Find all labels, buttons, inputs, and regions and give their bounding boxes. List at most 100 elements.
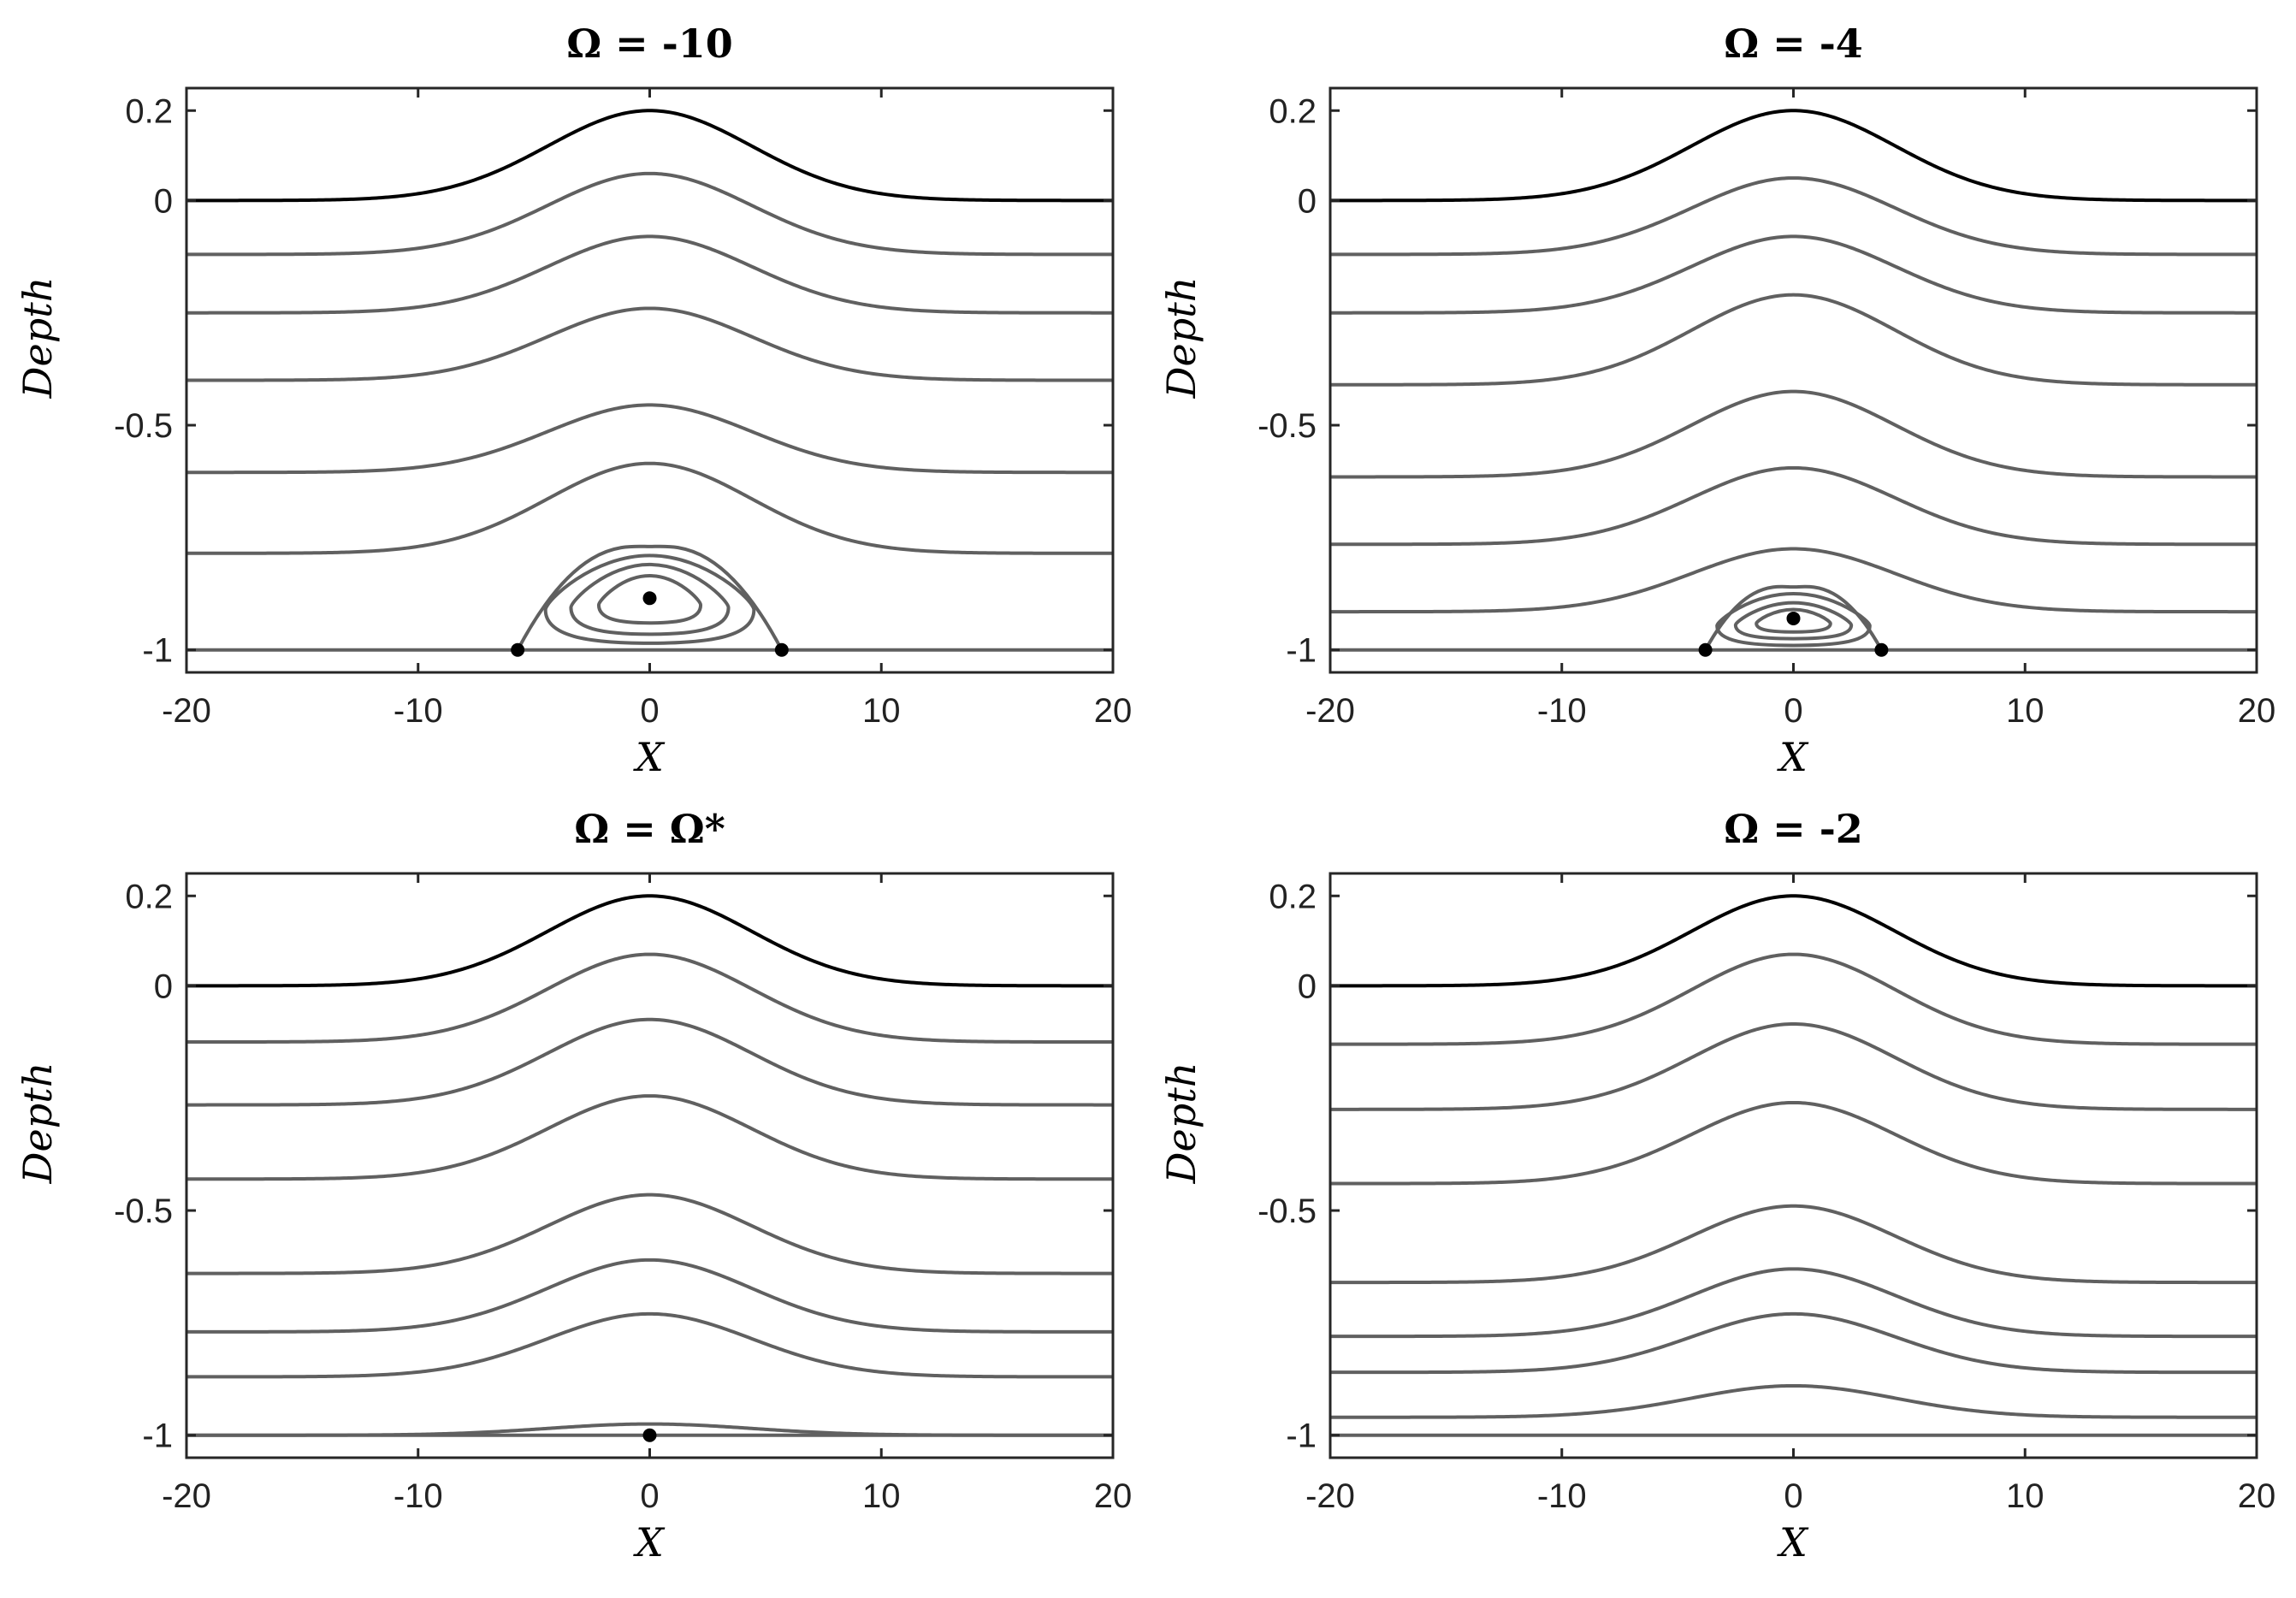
streamline	[186, 171, 1113, 257]
streamline	[1330, 1267, 2257, 1339]
y-tick-label: 0.2	[1269, 878, 1317, 915]
plot-area	[186, 894, 1113, 1437]
critical-point	[642, 591, 657, 606]
y-tick-label: -1	[142, 632, 173, 670]
plot-area	[1330, 109, 2257, 652]
x-axis-label: X	[633, 734, 666, 780]
panel-2: -20 -10 0 10 20 0.2 0 -0.5 -1 Ω = -4 X Depth	[1158, 21, 2275, 780]
y-tick-label: -0.5	[1257, 407, 1317, 445]
streamline	[1330, 1383, 2257, 1419]
y-axis-label: Depth	[15, 1062, 61, 1185]
streamline	[186, 234, 1113, 315]
axes-box	[185, 872, 1115, 1459]
y-axis-label: Depth	[1158, 1062, 1204, 1185]
free-surface-line	[1330, 109, 2257, 203]
streamline	[1330, 547, 2257, 614]
x-tick-label: -20	[1305, 1477, 1355, 1515]
x-tick-label: -10	[1537, 692, 1587, 730]
y-axis-label: Depth	[1158, 277, 1204, 400]
streamline	[186, 1094, 1113, 1181]
y-tick-label: 0	[1298, 182, 1317, 220]
x-tick-label: -20	[162, 692, 211, 730]
x-tick-label: 20	[1094, 692, 1133, 730]
y-tick-label: -1	[142, 1417, 173, 1455]
chart-title: Ω = -4	[1724, 21, 1863, 67]
eddy-loop	[596, 574, 703, 625]
y-tick-label: 0	[154, 968, 173, 1005]
streamline	[186, 1311, 1113, 1379]
separatrix	[1703, 584, 1884, 651]
x-tick-label: 0	[1784, 692, 1802, 730]
critical-point	[642, 1428, 657, 1442]
y-tick-label: -0.5	[1257, 1193, 1317, 1230]
streamline	[1330, 1021, 2257, 1111]
eddy-loop	[1715, 592, 1872, 648]
critical-point	[774, 642, 789, 657]
streamline	[186, 306, 1113, 382]
streamline	[1330, 293, 2257, 387]
y-tick-label: -0.5	[114, 407, 173, 445]
eddy-loop	[1755, 607, 1832, 634]
y-axis-label: Depth	[15, 277, 61, 400]
x-tick-label: 10	[2006, 1477, 2045, 1515]
streamline	[186, 1422, 1113, 1437]
plot-area	[186, 109, 1113, 652]
x-tick-label: -10	[394, 692, 443, 730]
streamline	[186, 1258, 1113, 1334]
axes-box	[1328, 86, 2258, 674]
streamline	[186, 1017, 1113, 1107]
y-tick-label: -0.5	[114, 1193, 173, 1230]
y-tick-label: 0.2	[125, 878, 173, 915]
x-tick-label: 20	[2238, 692, 2276, 730]
x-axis-label: X	[1777, 734, 1809, 780]
y-tick-label: 0.2	[125, 92, 173, 130]
free-surface-line	[186, 109, 1113, 203]
chart-title: Ω = Ω*	[574, 806, 725, 852]
x-tick-label: 10	[862, 692, 901, 730]
critical-point	[511, 642, 525, 657]
eddy-loop	[543, 553, 756, 645]
streamline	[186, 1193, 1113, 1275]
y-tick-label: 0	[1298, 968, 1317, 1005]
critical-point	[1786, 611, 1801, 625]
free-surface-line	[186, 894, 1113, 988]
free-surface-line	[1330, 894, 2257, 988]
streamline	[1330, 1100, 2257, 1186]
streamline	[1330, 1311, 2257, 1375]
x-tick-label: 0	[1784, 1477, 1802, 1515]
x-tick-label: -20	[1305, 692, 1355, 730]
chart-title: Ω = -10	[566, 21, 733, 67]
streamline	[1330, 389, 2257, 479]
streamline	[1330, 465, 2257, 547]
critical-point	[1874, 642, 1889, 657]
x-tick-label: 10	[2006, 692, 2045, 730]
streamline	[1330, 1204, 2257, 1285]
axes-box	[1328, 872, 2258, 1459]
x-axis-label: X	[1777, 1519, 1809, 1565]
separatrix	[516, 544, 784, 651]
chart-title: Ω = -2	[1724, 806, 1863, 852]
streamline	[1330, 176, 2257, 257]
panel-4: -20 -10 0 10 20 0.2 0 -0.5 -1 Ω = -2 X Depth	[1158, 806, 2275, 1565]
x-tick-label: -10	[1537, 1477, 1587, 1515]
streamline	[186, 461, 1113, 555]
x-tick-label: -20	[162, 1477, 211, 1515]
critical-point	[1698, 642, 1713, 657]
streamline	[186, 403, 1113, 475]
x-tick-label: 0	[640, 692, 659, 730]
panel-1: -20 -10 0 10 20 0.2 0 -0.5 -1 Ω = -10 X Depth	[15, 21, 1132, 780]
streamline	[186, 952, 1113, 1045]
streamline	[1330, 234, 2257, 315]
y-tick-label: -1	[1286, 632, 1317, 670]
x-tick-label: -10	[394, 1477, 443, 1515]
x-axis-label: X	[633, 1519, 666, 1565]
eddy-loop	[1733, 601, 1854, 641]
x-tick-label: 20	[1094, 1477, 1133, 1515]
x-tick-label: 20	[2238, 1477, 2276, 1515]
x-tick-label: 10	[862, 1477, 901, 1515]
eddy-loop	[569, 562, 731, 636]
y-tick-label: 0.2	[1269, 92, 1317, 130]
streamline	[1330, 952, 2257, 1046]
x-tick-label: 0	[640, 1477, 659, 1515]
